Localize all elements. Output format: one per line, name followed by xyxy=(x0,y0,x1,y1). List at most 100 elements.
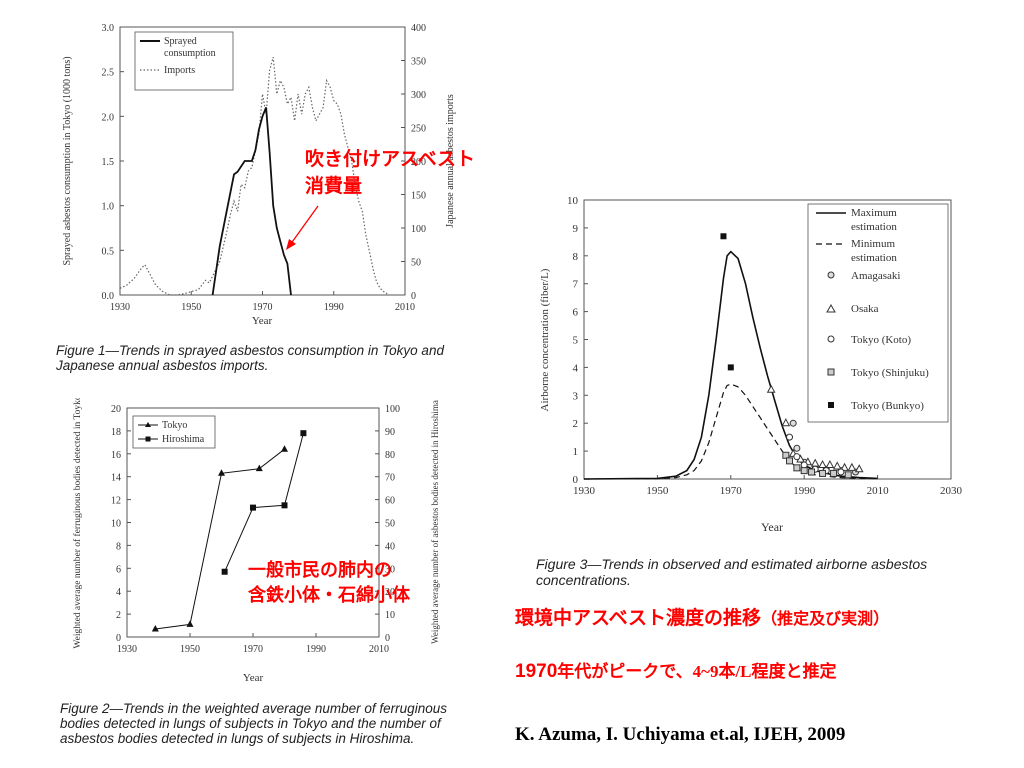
y2-tick-label: 10 xyxy=(385,610,395,621)
citation: K. Azuma, I. Uchiyama et.al, IJEH, 2009 xyxy=(515,724,846,745)
figure-3-caption: Figure 3—Trends in observed and estimate… xyxy=(536,556,928,588)
legend-label-sprayed: Sprayed xyxy=(164,36,197,47)
data-point-tokyo xyxy=(151,624,159,632)
data-point-hiroshima xyxy=(300,430,307,437)
data-point-tokyo xyxy=(186,620,194,627)
y-tick-label: 7 xyxy=(573,279,579,291)
y-tick-label: 4 xyxy=(573,362,579,374)
y2-tick-label: 300 xyxy=(411,90,426,101)
y-tick-label: 2.5 xyxy=(102,68,115,79)
legend-label-amagasaki: Amagasaki xyxy=(851,270,900,282)
legend-label-tokyo: Tokyo xyxy=(162,420,187,431)
y-axis-label: Airborne concentration (fiber/L) xyxy=(539,268,551,411)
figure-1-panel: 0.0 0.5 1.0 1.5 2.0 2.5 3.0 0 50 100 150 200 250 300… xyxy=(40,10,460,335)
y-tick-label: 1.5 xyxy=(102,157,115,168)
y2-tick-label: 20 xyxy=(385,587,395,598)
annotation-line-2: 消費量 xyxy=(305,175,363,197)
y2-tick-label: 0 xyxy=(411,291,416,302)
x-axis-label: Year xyxy=(252,315,273,327)
data-point-tokyo-koto xyxy=(793,453,801,461)
y2-tick-label: 70 xyxy=(385,473,395,484)
x-axis-label: Year xyxy=(243,672,264,684)
data-point-tokyo xyxy=(218,469,225,476)
y-tick-label: 3.0 xyxy=(102,23,115,34)
y2-tick-label: 30 xyxy=(385,564,395,575)
data-point-hiroshima xyxy=(221,568,228,575)
annotation-line-1: 一般市民の肺内の xyxy=(248,560,392,581)
y-tick-label: 20 xyxy=(111,404,121,415)
data-point-tokyo-shinjuku xyxy=(819,469,827,477)
y2-tick-label: 400 xyxy=(411,23,426,34)
x-tick-label: 1930 xyxy=(117,644,137,655)
legend-label-min-2: estimation xyxy=(851,252,897,264)
y-tick-label: 0.0 xyxy=(102,291,115,302)
x-tick-label: 1930 xyxy=(110,302,130,313)
data-point-osaka xyxy=(832,461,842,470)
x-tick-label: 1990 xyxy=(793,485,816,497)
data-point-amagasaki xyxy=(789,419,797,427)
y2-tick-label: 40 xyxy=(385,541,395,552)
y-tick-label: 0 xyxy=(573,474,579,486)
figure-2-chart: 0 2 4 6 8 10 12 14 16 18 20 0 10 20 30 40 50 60 70 80 90 100… xyxy=(72,395,440,684)
data-point-tokyo-shinjuku xyxy=(786,457,794,465)
legend-marker-shinjuku xyxy=(827,368,835,376)
y-tick-label: 9 xyxy=(573,223,579,235)
figure-2-panel: 0 2 4 6 8 10 12 14 16 18 20 0 10 20 30 40 50 60 70 80 90 100… xyxy=(60,395,460,690)
x-tick-label: 1930 xyxy=(573,485,596,497)
legend-marker-amagasaki xyxy=(827,271,835,279)
y2-tick-label: 80 xyxy=(385,450,395,461)
peak-note-mid: 年代がピークで、 xyxy=(557,662,693,682)
legend-label-hiroshima: Hiroshima xyxy=(162,434,205,445)
x-tick-label: 2030 xyxy=(940,485,963,497)
headline-main: 環境中アスベスト濃度の推移 xyxy=(515,607,762,629)
y-axis-label: Weighted average number of ferruginous b… xyxy=(72,398,83,649)
y2-axis-label: Japanese annual asbestos imports xyxy=(445,94,456,228)
y2-tick-label: 150 xyxy=(411,191,426,202)
x-axis-label: Year xyxy=(761,520,783,534)
data-point-tokyo-bunkyo xyxy=(720,233,727,240)
y-tick-label: 12 xyxy=(111,496,121,507)
y2-tick-label: 350 xyxy=(411,57,426,68)
y2-tick-label: 50 xyxy=(385,519,395,530)
legend-label-koto: Tokyo (Koto) xyxy=(851,334,911,346)
legend-marker-bunkyo xyxy=(828,402,834,408)
y-tick-label: 10 xyxy=(567,195,579,207)
figure-2-caption: Figure 2—Trends in the weighted average … xyxy=(60,701,447,746)
y2-tick-label: 100 xyxy=(385,404,400,415)
data-point-tokyo-bunkyo xyxy=(727,364,734,371)
series-line-imports xyxy=(119,57,388,296)
data-point-tokyo-shinjuku xyxy=(844,471,852,479)
data-point-osaka xyxy=(766,384,776,393)
data-point-hiroshima xyxy=(281,502,288,509)
figure-3-chart: 0 1 2 3 4 5 6 7 8 9 10 1930 1950 1970 1990 2010 2030 Ye… xyxy=(539,195,963,534)
data-point-tokyo-shinjuku xyxy=(782,451,790,459)
headline-paren: （推定及び実測） xyxy=(761,609,890,628)
data-point-osaka xyxy=(847,462,857,471)
legend-label-shinjuku: Tokyo (Shinjuku) xyxy=(851,367,929,379)
x-tick-label: 1950 xyxy=(181,302,201,313)
peak-note-suffix: 程度と推定 xyxy=(751,662,837,682)
x-tick-label: 1950 xyxy=(180,644,200,655)
y2-tick-label: 60 xyxy=(385,496,395,507)
y-tick-label: 2.0 xyxy=(102,112,115,123)
data-point-osaka xyxy=(854,464,864,473)
data-point-tokyo xyxy=(255,464,263,472)
y2-tick-label: 0 xyxy=(385,633,390,644)
y-tick-label: 8 xyxy=(116,541,121,552)
figure-1-caption: Figure 1—Trends in sprayed asbestos cons… xyxy=(56,343,444,373)
peak-note: 1970年代がピークで、4~9本/L程度と推定 xyxy=(515,657,837,683)
legend-marker-tokyo xyxy=(145,422,151,427)
legend-marker-koto xyxy=(827,335,835,343)
legend-label-osaka: Osaka xyxy=(851,303,879,315)
peak-note-range: 4~9本/L xyxy=(692,662,752,681)
y-tick-label: 1.0 xyxy=(102,202,115,213)
data-point-osaka xyxy=(818,459,827,469)
x-tick-label: 2010 xyxy=(369,644,389,655)
peak-note-year: 1970 xyxy=(515,661,558,682)
y-tick-label: 14 xyxy=(111,473,121,484)
y2-tick-label: 50 xyxy=(411,258,421,269)
series-line-hiroshima xyxy=(224,433,304,572)
y2-tick-label: 250 xyxy=(411,124,426,135)
x-tick-label: 1990 xyxy=(324,302,344,313)
x-tick-label: 1970 xyxy=(253,302,273,313)
